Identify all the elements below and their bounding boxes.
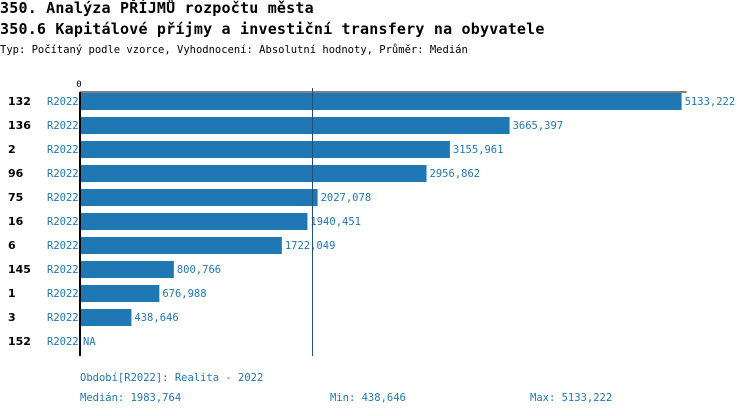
series-label: R2022 — [47, 144, 79, 156]
value-label: 676,988 — [162, 288, 206, 300]
value-label: 800,766 — [177, 264, 221, 276]
series-label: R2022 — [47, 96, 79, 108]
bar — [80, 237, 282, 254]
category-label: 3 — [8, 311, 16, 324]
series-label: R2022 — [47, 216, 79, 228]
value-label: 2956,862 — [430, 168, 481, 180]
series-label: R2022 — [47, 264, 79, 276]
period-legend: Období[R2022]: Realita - 2022 — [80, 372, 264, 384]
category-label: 152 — [8, 335, 31, 348]
bar — [80, 117, 510, 134]
series-label: R2022 — [47, 288, 79, 300]
value-label: 3155,961 — [453, 144, 504, 156]
axis-zero-label: 0 — [76, 80, 81, 90]
value-label: NA — [83, 336, 96, 348]
bar — [80, 141, 450, 158]
bar — [80, 213, 308, 230]
bar — [80, 165, 427, 182]
max-stat: Max: 5133,222 — [530, 392, 613, 404]
page-title: 350. Analýza PŘÍJMŮ rozpočtu města — [0, 0, 314, 17]
value-label: 2027,078 — [321, 192, 372, 204]
category-label: 16 — [8, 215, 24, 228]
series-label: R2022 — [47, 120, 79, 132]
category-label: 136 — [8, 119, 31, 132]
category-label: 2 — [8, 143, 16, 156]
bar — [80, 189, 318, 206]
min-stat: Min: 438,646 — [330, 392, 406, 404]
series-label: R2022 — [47, 192, 79, 204]
median-stat: Medián: 1983,764 — [80, 392, 182, 404]
series-label: R2022 — [47, 168, 79, 180]
bar — [80, 261, 174, 278]
value-label: 1940,451 — [310, 216, 361, 228]
bar — [80, 93, 682, 110]
bar — [80, 285, 160, 302]
category-label: 145 — [8, 263, 31, 276]
value-label: 438,646 — [134, 312, 178, 324]
chart-title: 350.6 Kapitálové příjmy a investiční tra… — [0, 20, 545, 38]
value-label: 5133,222 — [685, 96, 736, 108]
category-label: 6 — [8, 239, 16, 252]
value-label: 1722,049 — [285, 240, 336, 252]
series-label: R2022 — [47, 312, 79, 324]
chart-info: Typ: Počítaný podle vzorce, Vyhodnocení:… — [0, 44, 468, 56]
category-label: 132 — [8, 95, 31, 108]
series-label: R2022 — [47, 240, 79, 252]
value-label: 3665,397 — [513, 120, 564, 132]
category-label: 1 — [8, 287, 16, 300]
series-label: R2022 — [47, 336, 79, 348]
category-label: 96 — [8, 167, 24, 180]
category-label: 75 — [8, 191, 23, 204]
bar — [80, 309, 132, 326]
